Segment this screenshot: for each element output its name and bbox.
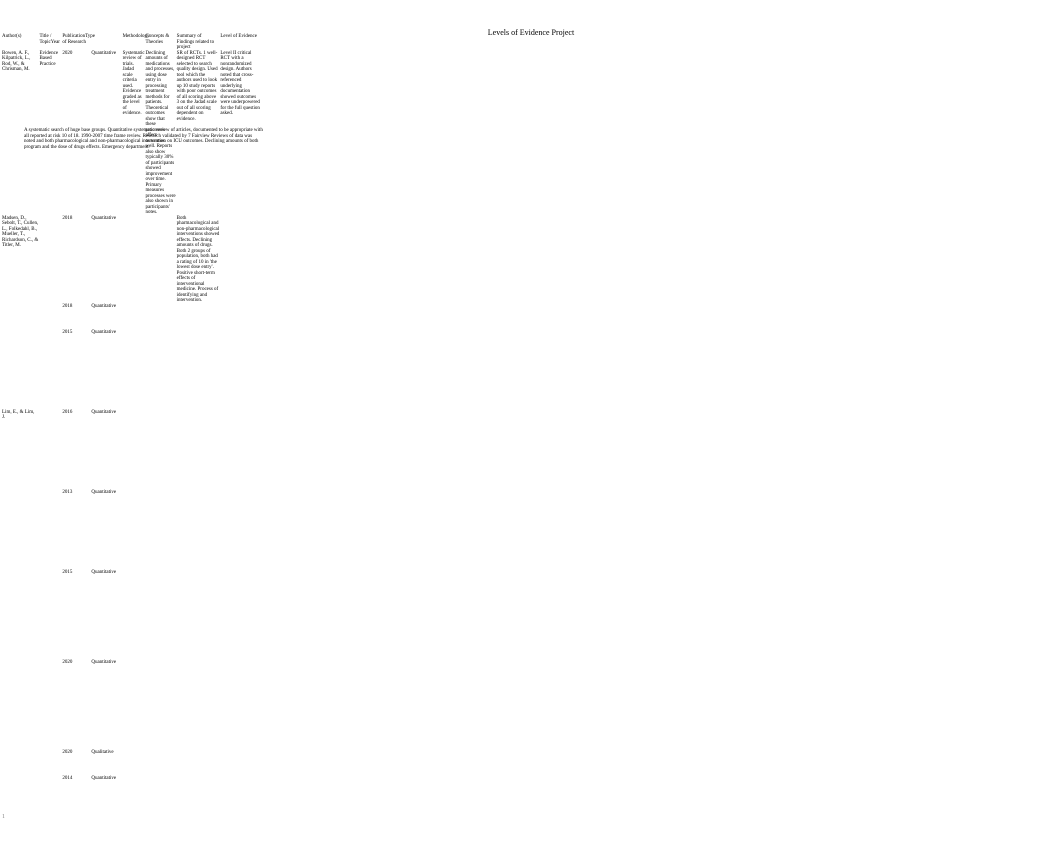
cell-evidence [220,304,262,330]
cell-title [39,216,62,304]
cell-method [123,330,146,410]
cell-evidence [220,776,262,866]
cell-author [2,490,39,570]
table-row: 2014Quantitative [2,776,262,866]
cell-type: Quantitative [91,304,122,330]
header-type [91,34,122,51]
cell-author [2,660,39,750]
table-row: 2015Quantitative [2,570,262,660]
cell-method [123,776,146,866]
evidence-table-wrap: Author(s) Title / TopicYear PublicationT… [2,34,262,866]
header-row: Author(s) Title / TopicYear PublicationT… [2,34,262,51]
cell-year: 2020 [62,660,91,750]
cell-title [39,570,62,660]
cell-findings [177,304,221,330]
cell-year: 2018 [62,216,91,304]
cell-concepts [145,410,176,490]
cell-year: 2020 [62,750,91,776]
cell-type: Quantitative [91,410,122,490]
cell-concepts [145,304,176,330]
cell-evidence [220,570,262,660]
cell-evidence [220,750,262,776]
cell-author [2,304,39,330]
cell-evidence [220,216,262,304]
cell-type: Quantitative [91,216,122,304]
header-method: Methodology [123,34,146,51]
cell-title [39,490,62,570]
table-row: 2013Quantitative [2,490,262,570]
cell-author: Lim, E., & Lim, J. [2,410,39,490]
cell-findings [177,330,221,410]
cell-type: Qualitative [91,750,122,776]
cell-evidence [220,330,262,410]
cell-year: 2015 [62,330,91,410]
cell-concepts [145,570,176,660]
cell-concepts [145,330,176,410]
cell-title [39,776,62,866]
cell-author [2,570,39,660]
cell-type: Quantitative [91,330,122,410]
cell-type: Quantitative [91,490,122,570]
cell-author: Madsen, D., Sebolt, T., Cullen, L., Folk… [2,216,39,304]
cell-method [123,570,146,660]
cell-findings [177,570,221,660]
cell-findings [177,776,221,866]
cell-findings [177,490,221,570]
page-number: 1 [2,814,5,820]
cell-type: Quantitative [91,660,122,750]
header-title: Title / TopicYear [39,34,62,51]
cell-evidence [220,490,262,570]
cell-concepts [145,750,176,776]
cell-type: Quantitative [91,776,122,866]
table-row: Lim, E., & Lim, J. 2016Quantitative [2,410,262,490]
cell-title [39,304,62,330]
cell-title [39,330,62,410]
cell-method [123,304,146,330]
cell-year: 2014 [62,776,91,866]
table-row: Madsen, D., Sebolt, T., Cullen, L., Folk… [2,216,262,304]
table-row: 2020Quantitative [2,660,262,750]
evidence-table: Author(s) Title / TopicYear PublicationT… [2,34,262,866]
cell-findings [177,410,221,490]
cell-type: Quantitative [91,570,122,660]
cell-method [123,410,146,490]
table-row: 2020Qualitative [2,750,262,776]
cell-title [39,410,62,490]
cell-concepts [145,776,176,866]
cell-findings: Both pharmacological and non-pharmacolog… [177,216,221,304]
systematic-review-note: A systematic search of huge base groups.… [24,128,264,150]
cell-year: 2015 [62,570,91,660]
cell-method [123,750,146,776]
cell-findings [177,660,221,750]
cell-evidence [220,410,262,490]
header-concepts: Concepts & Theories [145,34,176,51]
cell-method [123,490,146,570]
cell-year: 2016 [62,410,91,490]
header-year: PublicationType of Research [62,34,91,51]
table-row: 2015Quantitative [2,330,262,410]
header-author: Author(s) [2,34,39,51]
table-row: 2018Quantitative [2,304,262,330]
cell-evidence [220,660,262,750]
header-evidence: Level of Evidence [220,34,262,51]
cell-concepts [145,216,176,304]
cell-author [2,330,39,410]
cell-findings [177,750,221,776]
header-findings: Summary of Findings related to project [177,34,221,51]
cell-year: 2013 [62,490,91,570]
cell-method [123,660,146,750]
cell-method [123,216,146,304]
cell-title [39,750,62,776]
cell-title [39,660,62,750]
cell-concepts [145,490,176,570]
cell-author [2,776,39,866]
cell-author [2,750,39,776]
cell-concepts [145,660,176,750]
cell-year: 2018 [62,304,91,330]
